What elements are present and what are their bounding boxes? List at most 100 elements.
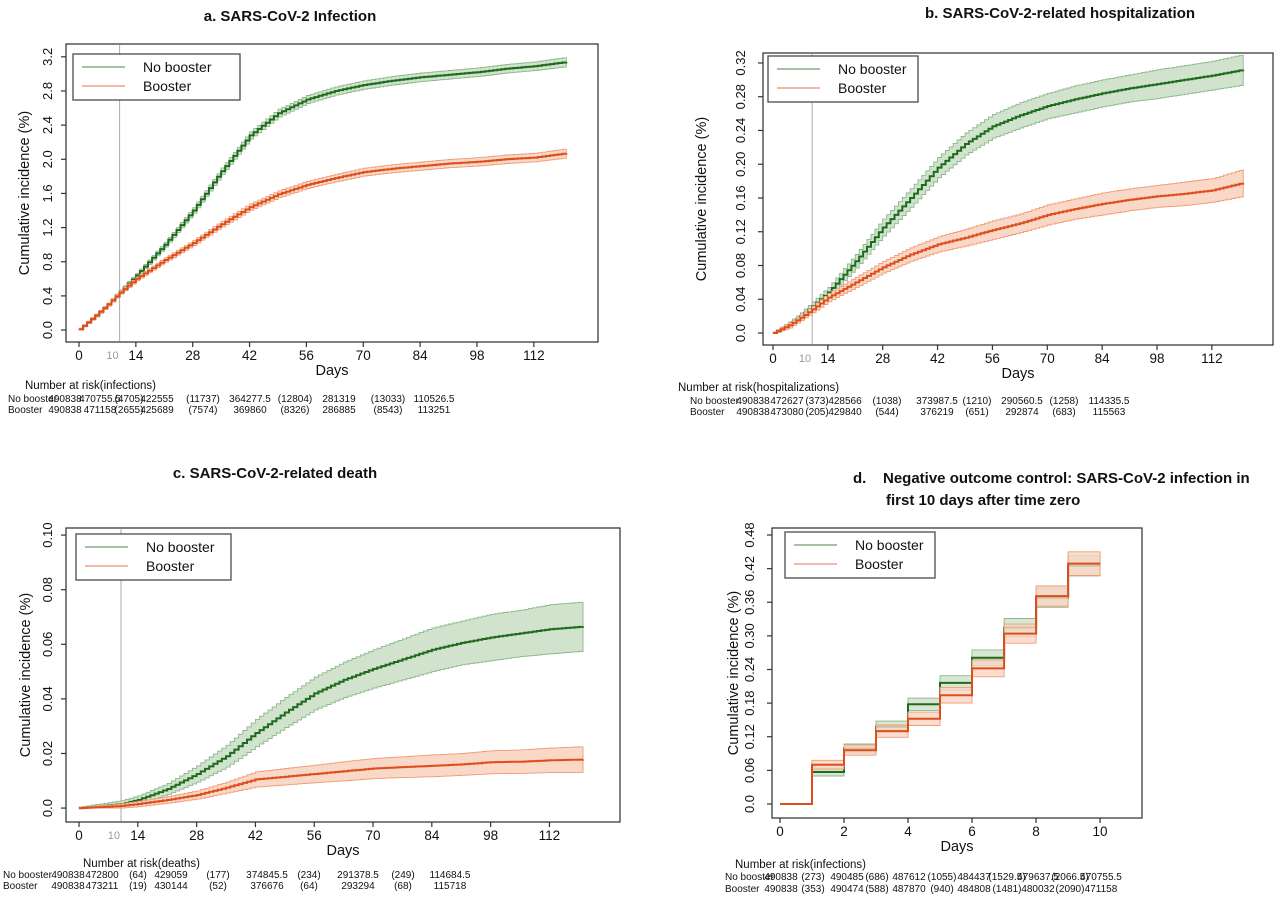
- no-booster-ci-band: [78, 601, 584, 809]
- risk-cell: (373): [805, 396, 828, 407]
- risk-cell: 490838: [48, 394, 82, 405]
- x-tick-label: 98: [1149, 351, 1164, 366]
- booster-series: [772, 169, 1245, 334]
- risk-row-label: No booster: [725, 872, 775, 883]
- y-tick-label: 0.10: [40, 522, 55, 547]
- risk-cell: (2090): [1056, 884, 1085, 895]
- booster-line: [780, 562, 1101, 805]
- risk-cell: (353): [801, 884, 824, 895]
- x-axis-title: Days: [1001, 366, 1034, 382]
- risk-cell: 291378.5: [337, 870, 379, 881]
- x-tick-label: 14: [128, 348, 144, 363]
- no-booster-series: [78, 57, 568, 331]
- risk-cell: (19): [129, 881, 147, 892]
- y-tick-label: 0.16: [733, 185, 748, 210]
- panel-b: b. SARS-CoV-2-related hospitalization No…: [640, 0, 1280, 450]
- risk-cell: (1038): [873, 396, 902, 407]
- risk-cell: (2066.5): [1051, 872, 1088, 883]
- y-tick-label: 0.12: [733, 219, 748, 244]
- no-booster-line: [79, 61, 568, 331]
- y-tick-label: 2.4: [40, 116, 55, 134]
- legend: No booster Booster: [72, 53, 241, 101]
- no-booster-legend-label: No booster: [838, 61, 907, 77]
- y-tick-label: 0.12: [742, 724, 757, 749]
- x-tick-label: 70: [356, 348, 371, 363]
- y-tick-label: 0.32: [733, 50, 748, 75]
- y-tick-label: 0.8: [40, 253, 55, 271]
- risk-cell: 374845.5: [246, 870, 288, 881]
- risk-cell: 479637.5: [1017, 872, 1059, 883]
- risk-cell: 490838: [736, 396, 770, 407]
- no-booster-ci-band: [772, 54, 1244, 334]
- booster-series: [780, 551, 1101, 805]
- risk-cell: 110526.5: [414, 394, 455, 405]
- x-tick-label: 28: [875, 351, 890, 366]
- x-axis: 0 2 4 6 8 10 Days: [776, 818, 1108, 855]
- no-booster-legend-label: No booster: [146, 539, 215, 555]
- y-axis: 0.0 0.02 0.04 0.06 0.08 0.10 Cumulative incide…: [18, 522, 66, 817]
- x-tick-label: 42: [930, 351, 945, 366]
- risk-cell: 115718: [434, 881, 467, 892]
- no-booster-series: [772, 54, 1245, 334]
- risk-cell: 369860: [233, 405, 267, 416]
- risk-table-title: Number at risk(infections): [25, 380, 156, 392]
- y-tick-label: 0.4: [40, 287, 55, 305]
- x-tick-label: 98: [469, 348, 484, 363]
- risk-cell: 472627: [770, 396, 804, 407]
- y-tick-label: 0.42: [742, 556, 757, 581]
- panel-d: d. Negative outcome control: SARS-CoV-2 …: [640, 450, 1280, 903]
- x-tick-label: 56: [307, 828, 322, 843]
- legend: No booster Booster: [75, 533, 232, 581]
- y-tick-label: 0.0: [40, 321, 55, 339]
- panel-c-title: c. SARS-CoV-2-related death: [172, 465, 378, 482]
- risk-cell: 490485: [830, 872, 864, 883]
- x-axis: 0 14 28 42 56 70 84 98 112 10 Days: [769, 345, 1223, 382]
- y-axis: 0.0 0.04 0.08 0.12 0.16 0.20 0.24 0.28 0.32 Cumul…: [694, 50, 763, 342]
- x-tick-label: 0: [75, 348, 83, 363]
- risk-row-label: No booster: [8, 394, 58, 405]
- x-tick-label: 42: [248, 828, 263, 843]
- x-tick-label: 70: [1040, 351, 1055, 366]
- risk-cell: 292874: [1005, 407, 1039, 418]
- no-booster-series: [78, 601, 584, 810]
- x-tick-label: 28: [185, 348, 200, 363]
- risk-cell: 490838: [736, 407, 770, 418]
- x-tick-label: 70: [366, 828, 381, 843]
- risk-cell: (1258): [1050, 396, 1079, 407]
- panel-b-title: b. SARS-CoV-2-related hospitalization: [924, 5, 1196, 22]
- risk-cell: (177): [206, 870, 229, 881]
- risk-cell: (686): [865, 872, 888, 883]
- booster-legend-label: Booster: [855, 556, 904, 572]
- y-tick-label: 0.0: [742, 795, 757, 813]
- risk-row-label: Booster: [3, 881, 38, 892]
- legend: No booster Booster: [784, 531, 936, 579]
- risk-cell: 470755.5: [1080, 872, 1122, 883]
- risk-cell: 471158: [84, 405, 117, 416]
- refline-tick-label: 10: [799, 353, 811, 365]
- x-tick-label: 56: [985, 351, 1000, 366]
- risk-cell: 286885: [322, 405, 356, 416]
- y-tick-label: 0.08: [733, 253, 748, 278]
- risk-row-label: Booster: [690, 407, 725, 418]
- risk-cell: (205): [805, 407, 828, 418]
- booster-series: [78, 746, 584, 810]
- booster-line: [79, 152, 568, 331]
- x-tick-label: 84: [413, 348, 429, 363]
- y-axis-title: Cumulative incidence (%): [726, 591, 742, 755]
- risk-cell: 487870: [892, 884, 926, 895]
- panel-a-title: a. SARS-CoV-2 Infection: [203, 8, 377, 25]
- risk-cell: (234): [297, 870, 320, 881]
- risk-cell: 473211: [86, 881, 119, 892]
- risk-cell: (1055): [928, 872, 957, 883]
- risk-cell: 490838: [764, 872, 798, 883]
- risk-cell: 429840: [828, 407, 862, 418]
- x-tick-label: 112: [523, 348, 545, 363]
- risk-row-label: No booster: [690, 396, 740, 407]
- refline-tick-label: 10: [106, 350, 118, 362]
- risk-cell: (683): [1052, 407, 1075, 418]
- booster-line: [773, 182, 1245, 334]
- risk-cell: 473080: [770, 407, 804, 418]
